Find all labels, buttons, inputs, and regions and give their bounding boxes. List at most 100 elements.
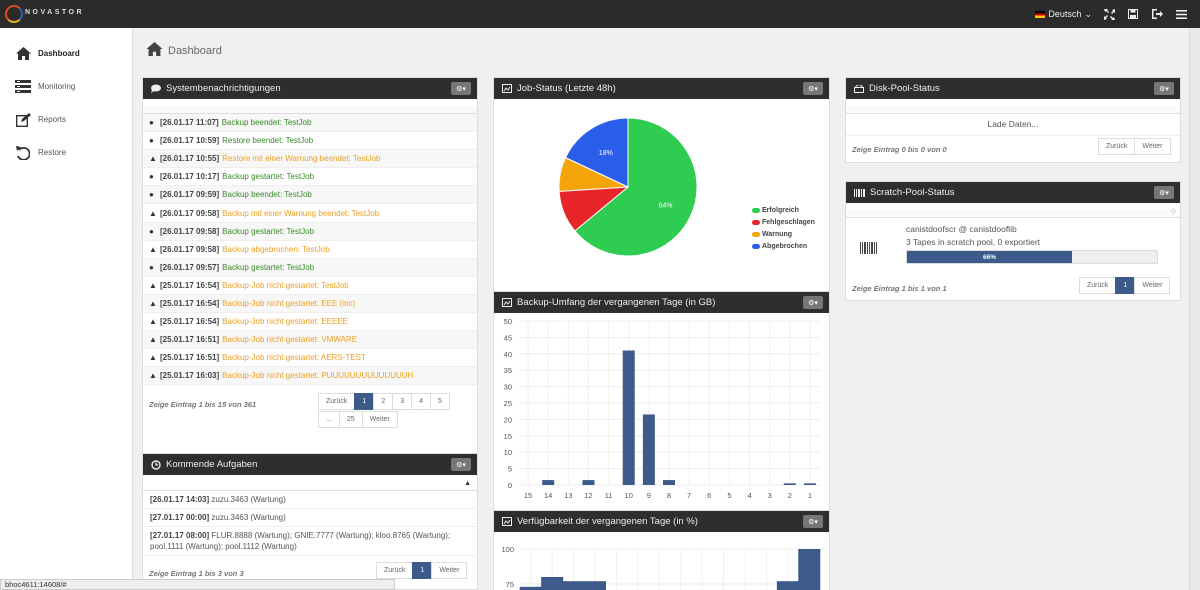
settings-dropdown-button[interactable]: ⚙▾ [451, 82, 471, 95]
notification-text[interactable]: Backup-Job nicht gestartet: PUUUUUUUUUUU… [222, 371, 414, 381]
x-tick-label: 15 [524, 491, 532, 500]
settings-dropdown-button[interactable]: ⚙▾ [803, 296, 823, 309]
notification-text[interactable]: Backup-Job nicht gestartet: AERS-TEST [222, 353, 366, 363]
pager-button[interactable]: Weiter [1134, 277, 1171, 294]
pie-data-label: 18% [599, 150, 613, 157]
top-bar: NOVASTOR Deutsch ⌄ [0, 0, 1200, 28]
fullscreen-icon[interactable] [1102, 7, 1116, 21]
warning-icon: ▲ [149, 353, 157, 363]
notification-text[interactable]: Backup abgebrochen: TestJob [222, 244, 330, 254]
legend-item[interactable]: Abgebrochen [752, 240, 815, 252]
info-icon: ● [149, 136, 154, 146]
notification-text[interactable]: Backup gestartet: TestJob [222, 172, 315, 182]
pager-button[interactable]: Zurück [376, 562, 414, 579]
notification-text[interactable]: Backup mit einer Warnung beendet: TestJo… [222, 208, 380, 218]
sidebar-item-restore[interactable]: Restore [0, 137, 132, 168]
settings-dropdown-button[interactable]: ⚙▾ [803, 515, 823, 528]
pager-button[interactable]: 4 [411, 393, 432, 410]
bar [582, 480, 595, 485]
scratch-pool-info: Zeige Eintrag 1 bis 1 von 1 [852, 284, 947, 293]
info-icon: ● [149, 226, 154, 236]
sidebar-item-reports[interactable]: Reports [0, 104, 132, 135]
pager-button[interactable]: Weiter [1134, 138, 1171, 155]
notification-text[interactable]: Restore mit einer Warnung beendet: TestJ… [222, 154, 381, 164]
notification-text[interactable]: Restore beendet: TestJob [222, 136, 314, 146]
pager-button[interactable]: ... [318, 411, 340, 428]
notification-text[interactable]: Backup gestartet: TestJob [222, 226, 315, 236]
x-tick-label: 12 [584, 491, 592, 500]
pager-button[interactable]: 3 [392, 393, 413, 410]
warning-icon: ▲ [149, 371, 157, 381]
task-text: zuzu.3463 (Wartung) [211, 513, 286, 522]
menu-icon[interactable] [1174, 7, 1188, 21]
notification-text[interactable]: Backup-Job nicht gestartet: EEE (inc) [222, 298, 356, 308]
page-title: Dashboard [168, 44, 222, 57]
disk-pool-info: Zeige Eintrag 0 bis 0 von 0 [852, 145, 947, 154]
pager-button[interactable]: Weiter [431, 562, 468, 579]
sidebar-item-label: Reports [38, 115, 67, 124]
monitor-icon [14, 79, 32, 95]
language-selector[interactable]: Deutsch ⌄ [1035, 9, 1092, 20]
panel-title: Kommende Aufgaben [166, 459, 258, 470]
settings-dropdown-button[interactable]: ⚙▾ [803, 82, 823, 95]
notification-text[interactable]: Backup beendet: TestJob [221, 118, 312, 128]
notification-text[interactable]: Backup-Job nicht gestartet: EEEEE [222, 317, 348, 327]
pager-button[interactable]: Weiter [361, 411, 398, 428]
undo-icon [14, 145, 32, 161]
warning-icon: ▲ [149, 335, 157, 345]
task-row: [27.01.17 00:00] zuzu.3463 (Wartung) [143, 509, 477, 527]
panel-title: Verfügbarkeit der vergangenen Tage (in %… [517, 516, 698, 527]
notification-text[interactable]: Backup-Job nicht gestartet: TestJob [222, 280, 349, 290]
notification-row: ▲ [26.01.17 10:55] Restore mit einer Warnu… [143, 150, 477, 169]
y-tick-label: 35 [504, 366, 512, 375]
settings-dropdown-button[interactable]: ⚙▾ [451, 458, 471, 471]
pager-button[interactable]: 1 [1115, 277, 1136, 294]
language-label: Deutsch [1048, 9, 1082, 19]
scratch-pool-detail: 3 Tapes in scratch pool, 0 exportiert [906, 237, 1041, 247]
y-tick-label: 50 [504, 317, 512, 326]
page-scrollbar[interactable] [1189, 28, 1200, 590]
x-tick-label: 3 [768, 491, 772, 500]
legend-item[interactable]: Erfolgreich [752, 204, 815, 216]
bar [622, 350, 635, 485]
settings-dropdown-button[interactable]: ⚙▾ [1154, 82, 1174, 95]
pager-button[interactable]: 5 [430, 393, 450, 410]
pager-button[interactable]: 1 [354, 393, 375, 410]
bar [562, 581, 585, 590]
notification-text[interactable]: Backup beendet: TestJob [222, 190, 312, 200]
notification-time: [25.01.17 16:51] [160, 335, 220, 345]
logout-icon[interactable] [1150, 7, 1164, 21]
scratch-pool-pagination: Zurück 1 Weiter [1079, 277, 1171, 294]
pager-button[interactable]: 1 [412, 562, 433, 579]
pager-button[interactable]: Zurück [1098, 138, 1136, 155]
x-tick-label: 4 [747, 491, 751, 500]
panel-header: Systembenachrichtigungen ⚙▾ [143, 78, 477, 99]
sidebar: Dashboard Monitoring Reports Restore [0, 28, 133, 590]
warning-icon: ▲ [149, 208, 157, 218]
x-tick-label: 13 [564, 491, 572, 500]
pager-button[interactable]: Zurück [318, 393, 356, 410]
notification-row: ▲ [25.01.17 16:54] Backup-Job nicht gestar… [143, 277, 477, 295]
bar [776, 581, 799, 590]
comment-icon [151, 84, 161, 93]
novastor-logo[interactable]: NOVASTOR [5, 5, 85, 23]
sidebar-item-dashboard[interactable]: Dashboard [0, 38, 132, 69]
pager-button[interactable]: 2 [373, 393, 394, 410]
sidebar-item-monitoring[interactable]: Monitoring [0, 71, 132, 102]
legend-item[interactable]: Warnung [752, 228, 815, 240]
notification-row: ▲ [25.01.17 16:51] Backup-Job nicht gestar… [143, 331, 477, 350]
notification-row: ▲ [26.01.17 09:58] Backup abgebrochen: Tes… [143, 241, 477, 259]
save-icon[interactable] [1126, 7, 1140, 21]
notification-text[interactable]: Backup-Job nicht gestartet: VMWARE [222, 335, 358, 345]
pager-button[interactable]: 25 [338, 411, 363, 428]
info-icon: ● [149, 190, 154, 200]
clock-icon [151, 459, 161, 470]
legend-item[interactable]: Fehlgeschlagen [752, 216, 815, 228]
logo-text: NOVASTOR [25, 9, 85, 16]
pager-button[interactable]: Zurück [1079, 277, 1117, 294]
settings-dropdown-button[interactable]: ⚙▾ [1154, 186, 1174, 199]
notification-time: [25.01.17 16:51] [160, 353, 220, 363]
pie-data-label: 64% [658, 203, 672, 210]
notification-text[interactable]: Backup gestartet: TestJob [222, 262, 315, 272]
sort-header[interactable]: ▲ [143, 480, 477, 491]
